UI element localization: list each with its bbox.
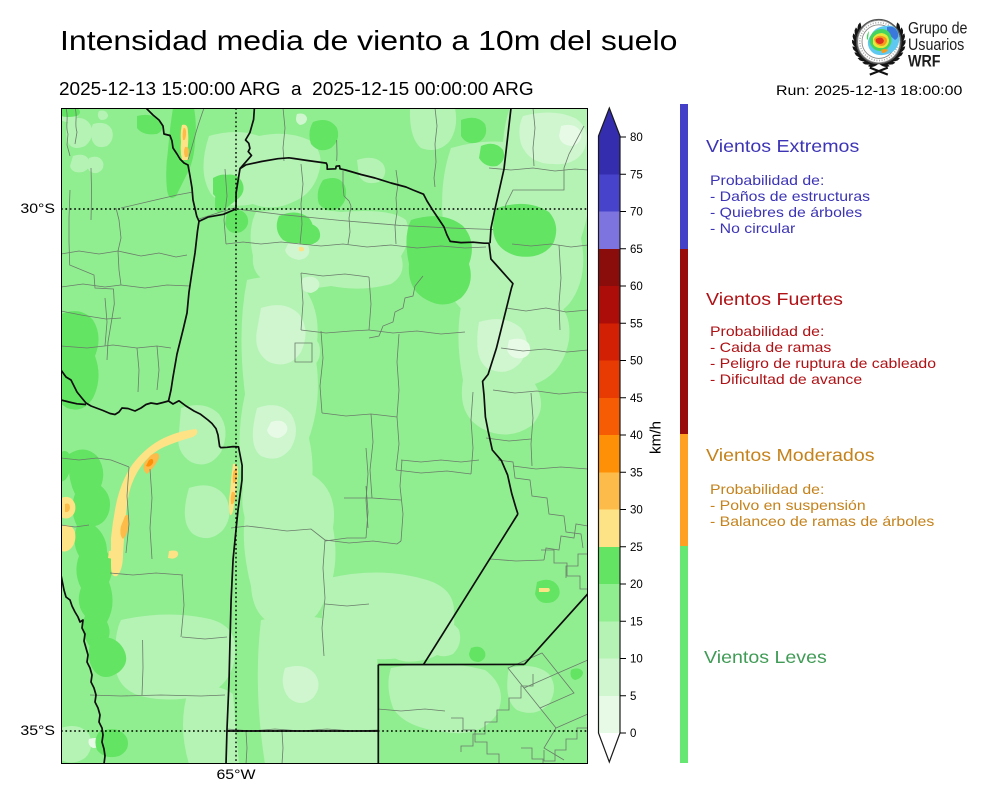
svg-text:65: 65 xyxy=(630,244,643,256)
svg-text:10: 10 xyxy=(630,654,643,666)
svg-text:35: 35 xyxy=(630,467,643,479)
svg-text:Grupo de: Grupo de xyxy=(908,19,968,37)
svg-text:60: 60 xyxy=(630,281,643,293)
svg-text:80: 80 xyxy=(630,132,643,144)
svg-text:50: 50 xyxy=(630,356,643,368)
svg-text:0: 0 xyxy=(630,728,636,740)
svg-text:WRF: WRF xyxy=(908,52,941,70)
svg-text:15: 15 xyxy=(630,616,643,628)
svg-text:75: 75 xyxy=(630,169,643,181)
svg-text:45: 45 xyxy=(630,393,643,405)
svg-text:30: 30 xyxy=(630,505,643,517)
svg-text:Usuarios: Usuarios xyxy=(908,36,964,54)
svg-text:70: 70 xyxy=(630,207,643,219)
svg-text:25: 25 xyxy=(630,542,643,554)
svg-text:20: 20 xyxy=(630,579,643,591)
svg-text:40: 40 xyxy=(630,430,643,442)
svg-text:55: 55 xyxy=(630,318,643,330)
svg-text:5: 5 xyxy=(630,691,636,703)
